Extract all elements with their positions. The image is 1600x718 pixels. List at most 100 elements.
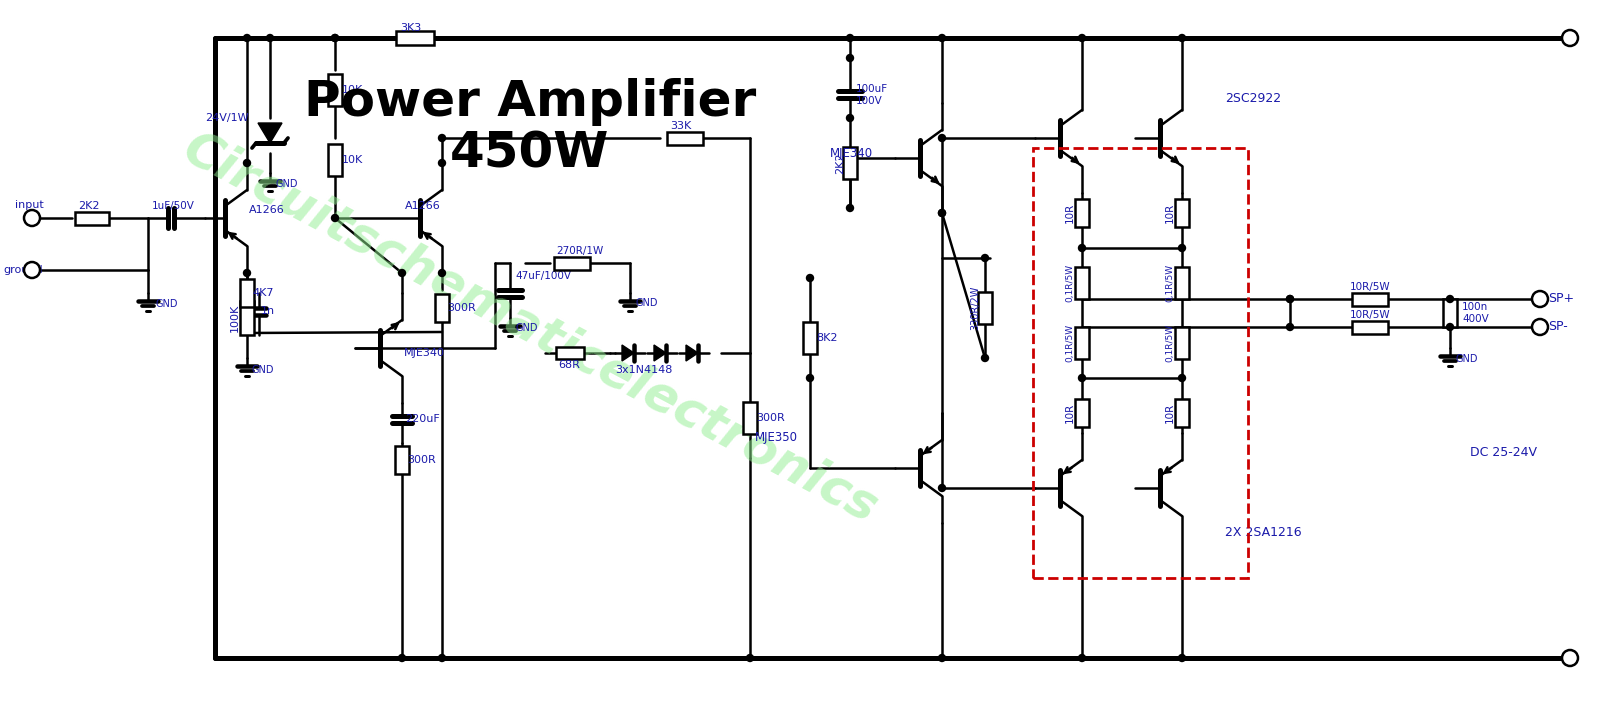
Text: 47uF/100V: 47uF/100V	[515, 271, 571, 281]
Circle shape	[806, 274, 813, 281]
Circle shape	[846, 34, 853, 42]
Bar	[1034, 148, 1248, 578]
Bar	[240, 301, 254, 335]
Bar	[1075, 267, 1090, 299]
Circle shape	[438, 159, 445, 167]
Circle shape	[1533, 319, 1549, 335]
Text: 68R: 68R	[558, 360, 579, 370]
Text: MJE350: MJE350	[755, 432, 798, 444]
Circle shape	[398, 269, 405, 276]
Text: 24V/1W: 24V/1W	[205, 113, 248, 123]
Text: 2K2: 2K2	[78, 201, 99, 211]
Text: SP-: SP-	[1549, 320, 1568, 333]
Text: GND: GND	[1454, 354, 1477, 364]
Text: 10K: 10K	[342, 155, 363, 165]
Circle shape	[1078, 375, 1085, 381]
Circle shape	[1179, 34, 1186, 42]
Text: 10R/5W: 10R/5W	[1350, 282, 1390, 292]
Bar	[1075, 199, 1090, 227]
Text: 100n
400V: 100n 400V	[1462, 302, 1488, 324]
Bar	[397, 31, 434, 45]
Circle shape	[267, 34, 274, 42]
Circle shape	[981, 355, 989, 361]
Bar	[1352, 292, 1389, 305]
Text: 100K: 100K	[230, 304, 240, 332]
Bar	[240, 279, 254, 307]
Text: 0,1R/5W: 0,1R/5W	[1066, 324, 1075, 362]
Circle shape	[331, 34, 339, 42]
Text: Circuitschematicelectronics: Circuitschematicelectronics	[174, 123, 885, 532]
Text: 0,1R/5W: 0,1R/5W	[1165, 264, 1174, 302]
Circle shape	[1286, 296, 1293, 302]
Circle shape	[331, 34, 339, 42]
Text: input: input	[14, 200, 43, 210]
Bar	[435, 294, 450, 322]
Text: 10R: 10R	[1066, 203, 1075, 223]
Text: 220uF: 220uF	[405, 414, 440, 424]
Text: 10R: 10R	[1066, 403, 1075, 423]
Circle shape	[981, 254, 989, 261]
Bar	[1174, 327, 1189, 359]
Text: SP+: SP+	[1549, 292, 1574, 305]
Circle shape	[1179, 245, 1186, 251]
Text: 4K7: 4K7	[253, 288, 274, 298]
Bar	[978, 292, 992, 324]
Bar	[554, 256, 590, 269]
Polygon shape	[686, 345, 698, 361]
Bar	[1174, 267, 1189, 299]
Text: MJE340: MJE340	[403, 348, 445, 358]
Bar	[1174, 199, 1189, 227]
Text: 300R: 300R	[406, 455, 435, 465]
Text: 0,1R/5W: 0,1R/5W	[1066, 264, 1075, 302]
Circle shape	[939, 34, 946, 42]
Text: GND: GND	[277, 179, 299, 189]
Circle shape	[1078, 655, 1085, 661]
Text: A1266: A1266	[405, 201, 440, 211]
Bar	[328, 144, 342, 176]
Bar	[667, 131, 702, 144]
Text: +: +	[1565, 32, 1576, 45]
Bar	[1352, 320, 1389, 333]
Bar	[1174, 399, 1189, 427]
Text: GND: GND	[155, 299, 178, 309]
Circle shape	[1286, 324, 1293, 330]
Text: 300R: 300R	[757, 413, 784, 423]
Text: 300R: 300R	[446, 303, 475, 313]
Text: 10R: 10R	[1165, 403, 1174, 423]
Text: Power Amplifier
450W: Power Amplifier 450W	[304, 78, 757, 178]
Circle shape	[1179, 375, 1186, 381]
Text: 2SC2922: 2SC2922	[1226, 91, 1282, 105]
Circle shape	[939, 134, 946, 141]
Circle shape	[846, 55, 853, 62]
Circle shape	[747, 655, 754, 661]
Circle shape	[939, 210, 946, 217]
Circle shape	[1562, 30, 1578, 46]
Circle shape	[243, 269, 251, 276]
Text: GND: GND	[515, 323, 538, 333]
Circle shape	[1533, 291, 1549, 307]
Text: 10R/5W: 10R/5W	[1350, 310, 1390, 320]
Text: 2X 2SA1216: 2X 2SA1216	[1226, 526, 1302, 539]
Text: A1266: A1266	[250, 205, 285, 215]
Circle shape	[243, 34, 251, 42]
Bar	[1075, 327, 1090, 359]
Circle shape	[1286, 296, 1293, 302]
Circle shape	[1446, 324, 1453, 330]
Circle shape	[438, 134, 445, 141]
Bar	[742, 402, 757, 434]
Bar	[75, 212, 109, 225]
Circle shape	[1562, 650, 1578, 666]
Circle shape	[846, 205, 853, 212]
Circle shape	[1179, 655, 1186, 661]
Text: 8K2: 8K2	[816, 333, 837, 343]
Circle shape	[243, 159, 251, 167]
Circle shape	[24, 262, 40, 278]
Circle shape	[1078, 245, 1085, 251]
Bar	[557, 347, 584, 359]
Polygon shape	[622, 345, 634, 361]
Text: MJE340: MJE340	[830, 146, 874, 159]
Polygon shape	[258, 123, 282, 143]
Text: GND: GND	[637, 298, 659, 308]
Circle shape	[939, 210, 946, 217]
Text: ground: ground	[3, 265, 43, 275]
